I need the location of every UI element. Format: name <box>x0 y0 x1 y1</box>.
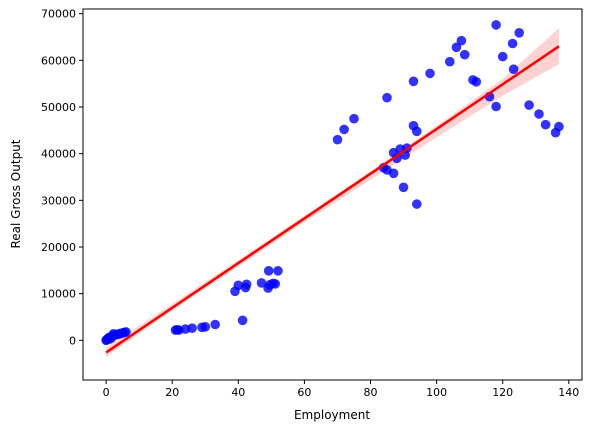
data-points-layer <box>101 20 564 346</box>
x-tick-label: 100 <box>426 386 447 399</box>
data-point <box>200 322 211 332</box>
y-axis-ticks: 0 10000 20000 30000 40000 50000 60000 70000 <box>41 8 83 347</box>
data-point <box>233 280 244 291</box>
data-point <box>491 101 501 112</box>
data-point <box>241 279 252 290</box>
data-point <box>339 124 349 135</box>
plot-area-frame <box>82 8 583 381</box>
data-point <box>524 100 534 110</box>
data-point <box>451 42 462 53</box>
data-point <box>445 56 455 67</box>
data-point <box>388 168 399 179</box>
data-point <box>491 20 501 30</box>
x-tick-label: 80 <box>364 386 378 399</box>
data-point <box>273 266 283 276</box>
y-tick-label: 30000 <box>41 194 76 207</box>
data-point <box>554 121 564 132</box>
data-point <box>412 126 422 137</box>
x-tick-label: 120 <box>492 386 513 399</box>
data-point <box>270 279 281 289</box>
data-point <box>210 319 220 330</box>
y-tick-label: 40000 <box>41 148 76 161</box>
data-point <box>514 28 524 38</box>
x-axis-ticks: 0 20 40 60 80 100 120 140 <box>103 380 579 399</box>
data-point <box>263 266 274 276</box>
data-point <box>332 134 343 145</box>
y-tick-label: 70000 <box>41 8 76 21</box>
data-point <box>508 64 519 74</box>
regression-line <box>105 45 560 354</box>
x-tick-label: 20 <box>165 386 179 399</box>
data-point <box>534 109 544 119</box>
data-point <box>408 76 419 87</box>
data-point <box>398 182 409 193</box>
data-point <box>507 38 518 49</box>
data-point <box>121 327 131 337</box>
y-tick-label: 20000 <box>41 241 76 254</box>
data-point <box>349 113 359 124</box>
y-tick-label: 60000 <box>41 54 76 67</box>
data-point <box>471 77 482 87</box>
data-point <box>382 92 392 103</box>
data-point <box>392 153 402 164</box>
data-point <box>425 68 435 79</box>
data-point <box>497 51 508 62</box>
x-axis-label: Employment <box>294 408 370 422</box>
data-point <box>256 278 267 288</box>
data-point <box>187 323 197 334</box>
y-tick-label: 50000 <box>41 101 76 114</box>
fit-line-layer <box>105 45 560 354</box>
x-tick-label: 0 <box>103 386 110 399</box>
data-point <box>237 315 248 326</box>
y-axis-label: Real Gross Output <box>9 139 23 248</box>
y-tick-label: 0 <box>69 334 76 347</box>
data-point <box>459 49 470 60</box>
x-tick-label: 140 <box>558 386 579 399</box>
data-point <box>456 35 467 46</box>
x-tick-label: 60 <box>297 386 311 399</box>
data-point <box>540 119 551 130</box>
data-point <box>412 199 422 209</box>
x-tick-label: 40 <box>231 386 245 399</box>
y-tick-label: 10000 <box>41 288 76 301</box>
